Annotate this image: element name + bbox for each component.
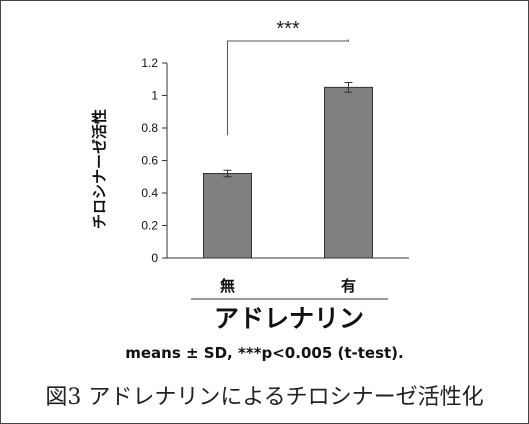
y-tick-label: 0.2 (141, 219, 158, 233)
y-tick-label: 0 (151, 251, 158, 265)
significance-bracket (227, 39, 349, 136)
y-tick-label: 0.4 (141, 186, 158, 200)
y-tick-label: 1 (151, 89, 158, 103)
y-tick-label: 1.2 (141, 56, 158, 70)
significance-label: *** (276, 18, 300, 40)
bar (203, 173, 252, 259)
x-axis-title: アドレナリン (213, 304, 364, 333)
y-tick-label: 0.6 (141, 154, 158, 168)
statistics-note: means ± SD, ***p<0.005 (t-test). (125, 344, 404, 362)
x-tick-label: 有 (341, 277, 356, 295)
figure-caption: 図3 アドレナリンによるチロシナーゼ活性化 (45, 385, 484, 410)
y-tick-label: 0.8 (141, 121, 158, 135)
x-tick-label: 無 (220, 277, 235, 295)
y-axis-title: チロシナーゼ活性 (90, 108, 109, 230)
bar (324, 86, 373, 259)
